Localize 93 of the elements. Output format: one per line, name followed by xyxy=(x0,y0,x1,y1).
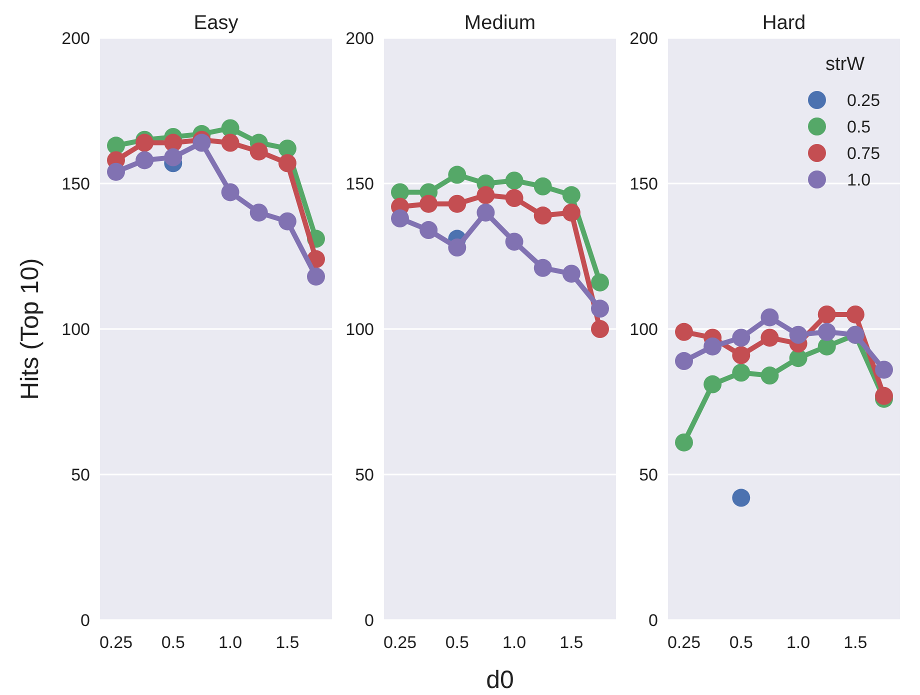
x-tick-label: 1.0 xyxy=(218,633,242,652)
point xyxy=(704,375,722,394)
point xyxy=(420,221,438,240)
y-tick-label: 0 xyxy=(80,611,90,630)
point xyxy=(846,305,864,324)
legend-label: 1.0 xyxy=(847,170,871,190)
y-axis-title: Hits (Top 10) xyxy=(16,258,44,400)
point xyxy=(562,186,580,204)
point xyxy=(789,326,808,344)
point xyxy=(534,206,552,224)
point xyxy=(505,232,524,251)
point xyxy=(448,166,466,184)
point xyxy=(591,300,609,318)
point xyxy=(534,258,552,277)
point xyxy=(818,322,836,341)
x-axis-title: d0 xyxy=(486,666,514,694)
chart-title: Easy xyxy=(194,12,238,34)
point xyxy=(221,183,240,202)
point xyxy=(732,364,750,382)
y-tick-label: 100 xyxy=(630,320,658,339)
point xyxy=(732,346,750,364)
point xyxy=(675,434,693,452)
x-tick-label: 1.5 xyxy=(844,633,868,652)
y-tick-label: 0 xyxy=(648,611,658,630)
point xyxy=(136,134,154,152)
point xyxy=(875,386,893,405)
point xyxy=(875,360,893,379)
point xyxy=(818,305,836,324)
point xyxy=(591,320,609,338)
point xyxy=(278,212,296,230)
y-tick-label: 150 xyxy=(62,174,90,194)
x-tick-label: 0.25 xyxy=(383,633,417,652)
y-tick-label: 50 xyxy=(639,466,658,484)
legend-label: 0.75 xyxy=(847,144,880,163)
point xyxy=(675,352,693,370)
point xyxy=(505,189,524,208)
legend-label: 0.5 xyxy=(847,118,871,136)
chart-title: Hard xyxy=(762,12,806,34)
x-tick-label: 1.0 xyxy=(502,633,526,652)
point xyxy=(534,177,552,196)
y-tick-label: 50 xyxy=(355,466,374,484)
point xyxy=(192,134,211,152)
point xyxy=(164,148,182,166)
y-tick-label: 100 xyxy=(346,320,374,339)
point xyxy=(760,328,779,347)
point xyxy=(732,488,750,507)
y-tick-label: 200 xyxy=(346,29,374,48)
x-tick-label: 0.25 xyxy=(667,633,701,652)
y-tick-label: 150 xyxy=(630,174,658,194)
y-tick-label: 0 xyxy=(364,611,374,630)
y-tick-label: 50 xyxy=(71,466,90,484)
legend-label: 0.25 xyxy=(847,91,880,110)
point xyxy=(250,204,268,222)
x-tick-label: 1.5 xyxy=(560,633,584,652)
point xyxy=(420,194,438,213)
point xyxy=(562,204,580,222)
point xyxy=(476,204,495,222)
point xyxy=(164,134,182,152)
point xyxy=(818,337,836,356)
point xyxy=(591,273,609,292)
point xyxy=(391,209,409,228)
point xyxy=(107,162,125,181)
point xyxy=(391,183,409,202)
x-tick-label: 0.25 xyxy=(99,633,133,652)
point xyxy=(448,194,466,213)
x-tick-label: 1.5 xyxy=(276,633,300,652)
y-tick-label: 100 xyxy=(62,320,90,339)
point xyxy=(562,264,580,283)
point xyxy=(278,154,296,172)
x-tick-label: 0.5 xyxy=(161,633,185,652)
y-tick-label: 150 xyxy=(346,174,374,194)
point xyxy=(675,322,693,341)
legend-title: strW xyxy=(825,54,865,75)
point xyxy=(476,186,495,204)
x-tick-label: 0.5 xyxy=(729,633,753,652)
y-tick-label: 200 xyxy=(62,29,90,48)
y-tick-label: 200 xyxy=(630,29,658,48)
chart-title: Medium xyxy=(464,12,536,34)
point xyxy=(760,308,779,326)
point xyxy=(307,268,325,286)
point xyxy=(107,136,125,155)
x-tick-label: 1.0 xyxy=(786,633,810,652)
point xyxy=(704,337,722,356)
point xyxy=(278,140,296,158)
x-tick-label: 0.5 xyxy=(445,633,469,652)
point xyxy=(448,238,466,256)
point xyxy=(221,119,240,138)
point xyxy=(250,142,268,160)
point xyxy=(505,172,524,190)
point xyxy=(221,134,240,152)
point xyxy=(732,328,750,347)
point xyxy=(136,151,154,170)
point xyxy=(760,366,779,385)
